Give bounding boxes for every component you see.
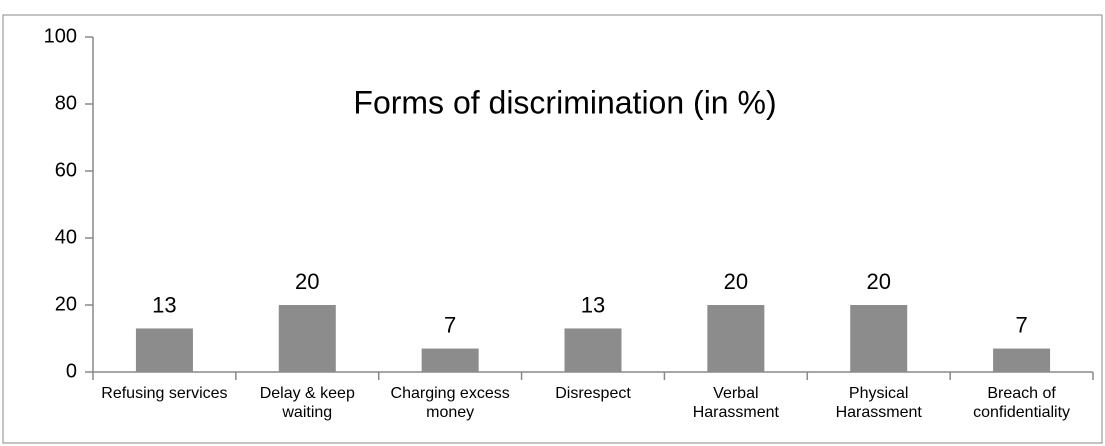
- data-label: 20: [295, 269, 319, 294]
- y-tick-label: 60: [55, 159, 77, 181]
- y-tick-label: 0: [66, 360, 77, 382]
- data-label: 13: [581, 292, 605, 317]
- data-label: 20: [866, 269, 890, 294]
- x-tick-label: Refusing services: [101, 385, 228, 402]
- bar: [707, 305, 765, 372]
- x-tick-label: Charging excess money: [390, 385, 510, 421]
- data-label: 7: [444, 312, 456, 337]
- y-tick-label: 40: [55, 226, 77, 248]
- chart-title: Forms of discrimination (in %): [353, 84, 776, 120]
- y-tick-label: 100: [44, 25, 77, 47]
- data-label: 20: [724, 269, 748, 294]
- x-tick-label: Delay & keep waiting: [259, 385, 355, 421]
- bar: [278, 305, 336, 372]
- bar: [993, 348, 1051, 372]
- y-tick-label: 20: [55, 293, 77, 315]
- chart-frame: [2, 14, 1103, 444]
- data-label: 7: [1015, 312, 1027, 337]
- x-tick-label: Breach of confidentiality: [973, 385, 1071, 421]
- y-tick-label: 80: [55, 92, 77, 114]
- x-tick-label: Verbal Harassment: [692, 385, 779, 421]
- x-tick-label: Disrespect: [555, 385, 631, 402]
- bar: [135, 328, 193, 372]
- bar: [421, 348, 479, 372]
- data-label: 13: [152, 292, 176, 317]
- x-tick-label: Physical Harassment: [835, 385, 922, 421]
- bar: [564, 328, 622, 372]
- bar: [850, 305, 908, 372]
